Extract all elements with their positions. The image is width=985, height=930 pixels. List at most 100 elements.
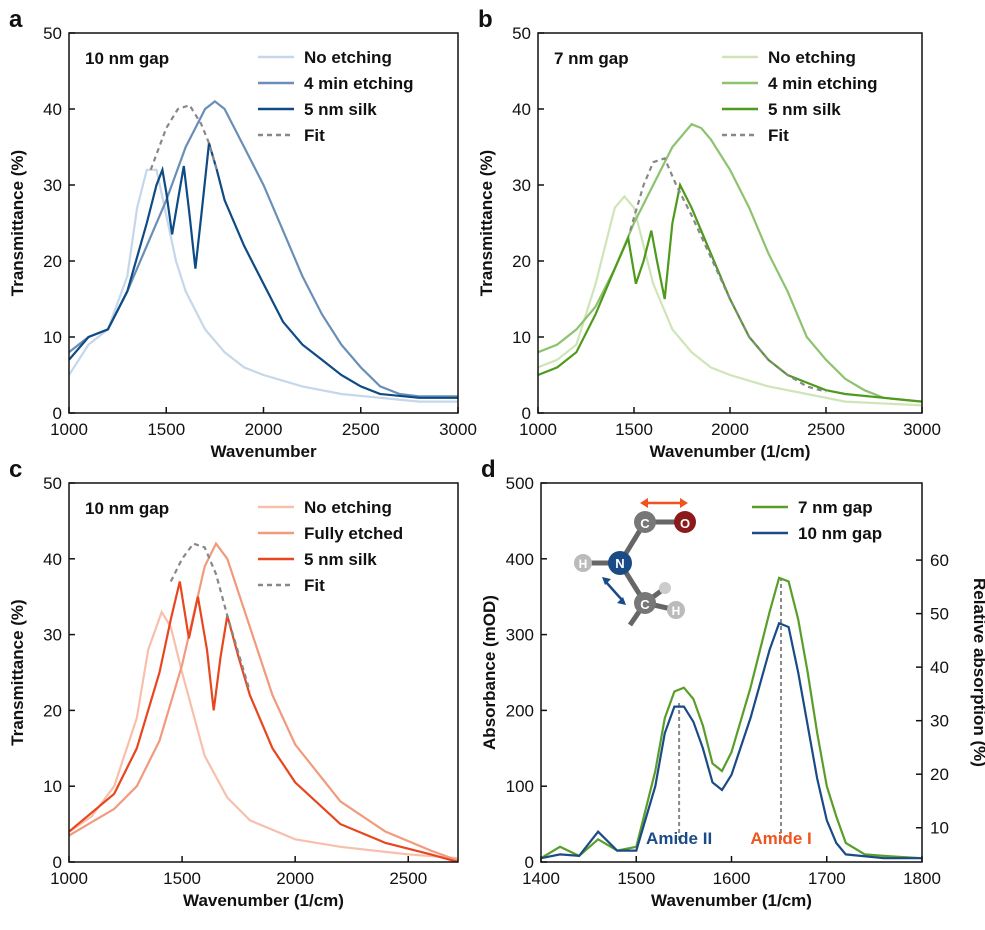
x-tick-label: 2000 xyxy=(276,869,314,888)
atom xyxy=(659,582,671,594)
series-line xyxy=(541,576,922,860)
x-tick-label: 1000 xyxy=(50,869,88,888)
atom xyxy=(574,554,592,572)
series-line xyxy=(69,100,458,398)
series-line xyxy=(69,168,458,403)
atom-label: C xyxy=(640,597,650,612)
y2-tick-label: 20 xyxy=(930,765,949,784)
legend-label: Fit xyxy=(304,126,325,145)
y-tick-label: 10 xyxy=(43,777,62,796)
y-tick-label: 500 xyxy=(506,474,534,493)
y-tick-label: 50 xyxy=(43,474,62,493)
legend-label: 10 nm gap xyxy=(798,524,882,543)
panel-letter: c xyxy=(9,456,22,483)
atom xyxy=(667,601,685,619)
y-tick-label: 30 xyxy=(43,176,62,195)
y-axis-label: Transmittance (%) xyxy=(477,150,496,296)
legend-label: Fit xyxy=(768,126,789,145)
atom-label: H xyxy=(579,557,588,571)
y-tick-label: 20 xyxy=(43,701,62,720)
y-axis-label: Transmittance (%) xyxy=(8,150,27,296)
legend-label: No etching xyxy=(304,48,392,67)
y-tick-label: 40 xyxy=(43,100,62,119)
x-tick-label: 1400 xyxy=(522,869,560,888)
peak-label: Amide II xyxy=(646,829,712,848)
x-tick-label: 1500 xyxy=(163,869,201,888)
series-line xyxy=(149,103,218,171)
atom-label: C xyxy=(640,516,650,531)
panel: 1400 1500 1600 1700 1800 0 100 200 300 400 500 10 20… xyxy=(480,456,985,910)
y-tick-label: 0 xyxy=(522,404,531,423)
y2-axis-label: Relative absorption (%) xyxy=(970,578,985,767)
y-tick-label: 20 xyxy=(43,252,62,271)
x-tick-label: 1000 xyxy=(50,420,88,439)
x-tick-label: 2500 xyxy=(807,420,845,439)
stretch-arrow xyxy=(640,498,688,508)
x-axis-label: Wavenumber (1/cm) xyxy=(650,442,811,461)
y-tick-label: 0 xyxy=(53,404,62,423)
legend-label: 5 nm silk xyxy=(304,100,377,119)
y-tick-label: 30 xyxy=(512,176,531,195)
legend-label: No etching xyxy=(768,48,856,67)
atom-label: H xyxy=(672,604,681,618)
y-tick-label: 400 xyxy=(506,550,534,569)
legend-label: 5 nm silk xyxy=(768,100,841,119)
y-tick-label: 10 xyxy=(512,328,531,347)
y-tick-label: 300 xyxy=(506,626,534,645)
y-tick-label: 40 xyxy=(512,100,531,119)
series-line xyxy=(69,581,458,862)
x-axis-label: Wavenumber (1/cm) xyxy=(651,891,812,910)
axes-frame xyxy=(540,482,923,863)
panel-letter: d xyxy=(481,456,496,483)
y-axis-label: Transmittance (%) xyxy=(8,599,27,745)
axes-frame xyxy=(68,482,459,863)
peak-label: Amide I xyxy=(750,829,811,848)
x-tick-label: 1000 xyxy=(519,420,557,439)
atom-label: O xyxy=(680,516,690,531)
y-tick-label: 200 xyxy=(506,701,534,720)
atom xyxy=(674,511,696,533)
x-tick-label: 3000 xyxy=(903,420,941,439)
panel-annotation: 10 nm gap xyxy=(85,49,169,68)
atom xyxy=(634,592,656,614)
panel: 1000 1500 2000 2500 3000 0 10 20 30 40 50 a 10 nm ga… xyxy=(8,6,477,461)
legend-label: No etching xyxy=(304,498,392,517)
y2-tick-label: 60 xyxy=(930,551,949,570)
panel-letter: b xyxy=(478,6,493,33)
y-tick-label: 100 xyxy=(506,777,534,796)
series-line xyxy=(541,621,922,860)
x-tick-label: 3000 xyxy=(439,420,477,439)
y-axis-label: Absorbance (mOD) xyxy=(480,595,499,750)
y-tick-label: 30 xyxy=(43,626,62,645)
y-tick-label: 40 xyxy=(43,550,62,569)
legend-label: Fit xyxy=(304,576,325,595)
y-tick-label: 50 xyxy=(43,24,62,43)
x-tick-label: 1500 xyxy=(147,420,185,439)
y2-tick-label: 10 xyxy=(930,819,949,838)
y-tick-label: 0 xyxy=(53,853,62,872)
x-tick-label: 2500 xyxy=(389,869,427,888)
panel-letter: a xyxy=(9,6,23,33)
x-tick-label: 1500 xyxy=(615,420,653,439)
atom xyxy=(634,511,656,533)
axes-frame xyxy=(537,32,923,414)
series-line xyxy=(538,194,922,407)
y-tick-label: 20 xyxy=(512,252,531,271)
legend-label: 4 min etching xyxy=(768,74,878,93)
panel: 1000 1500 2000 2500 0 10 20 30 40 50 c 10 nm gap Wav… xyxy=(8,456,459,910)
series-line xyxy=(538,122,922,403)
x-tick-label: 2500 xyxy=(342,420,380,439)
y-tick-label: 50 xyxy=(512,24,531,43)
legend-label: Fully etched xyxy=(304,524,403,543)
series-line xyxy=(69,541,458,862)
panel: 1000 1500 2000 2500 3000 0 10 20 30 40 50 b 7 nm gap… xyxy=(477,6,941,461)
series-line xyxy=(69,609,458,860)
x-tick-label: 1800 xyxy=(903,869,941,888)
atom xyxy=(608,551,632,575)
legend-label: 7 nm gap xyxy=(798,498,873,517)
x-tick-label: 2000 xyxy=(245,420,283,439)
series-line xyxy=(538,181,922,403)
panel-annotation: 7 nm gap xyxy=(554,49,629,68)
y2-tick-label: 50 xyxy=(930,605,949,624)
atom-label: N xyxy=(615,556,624,571)
